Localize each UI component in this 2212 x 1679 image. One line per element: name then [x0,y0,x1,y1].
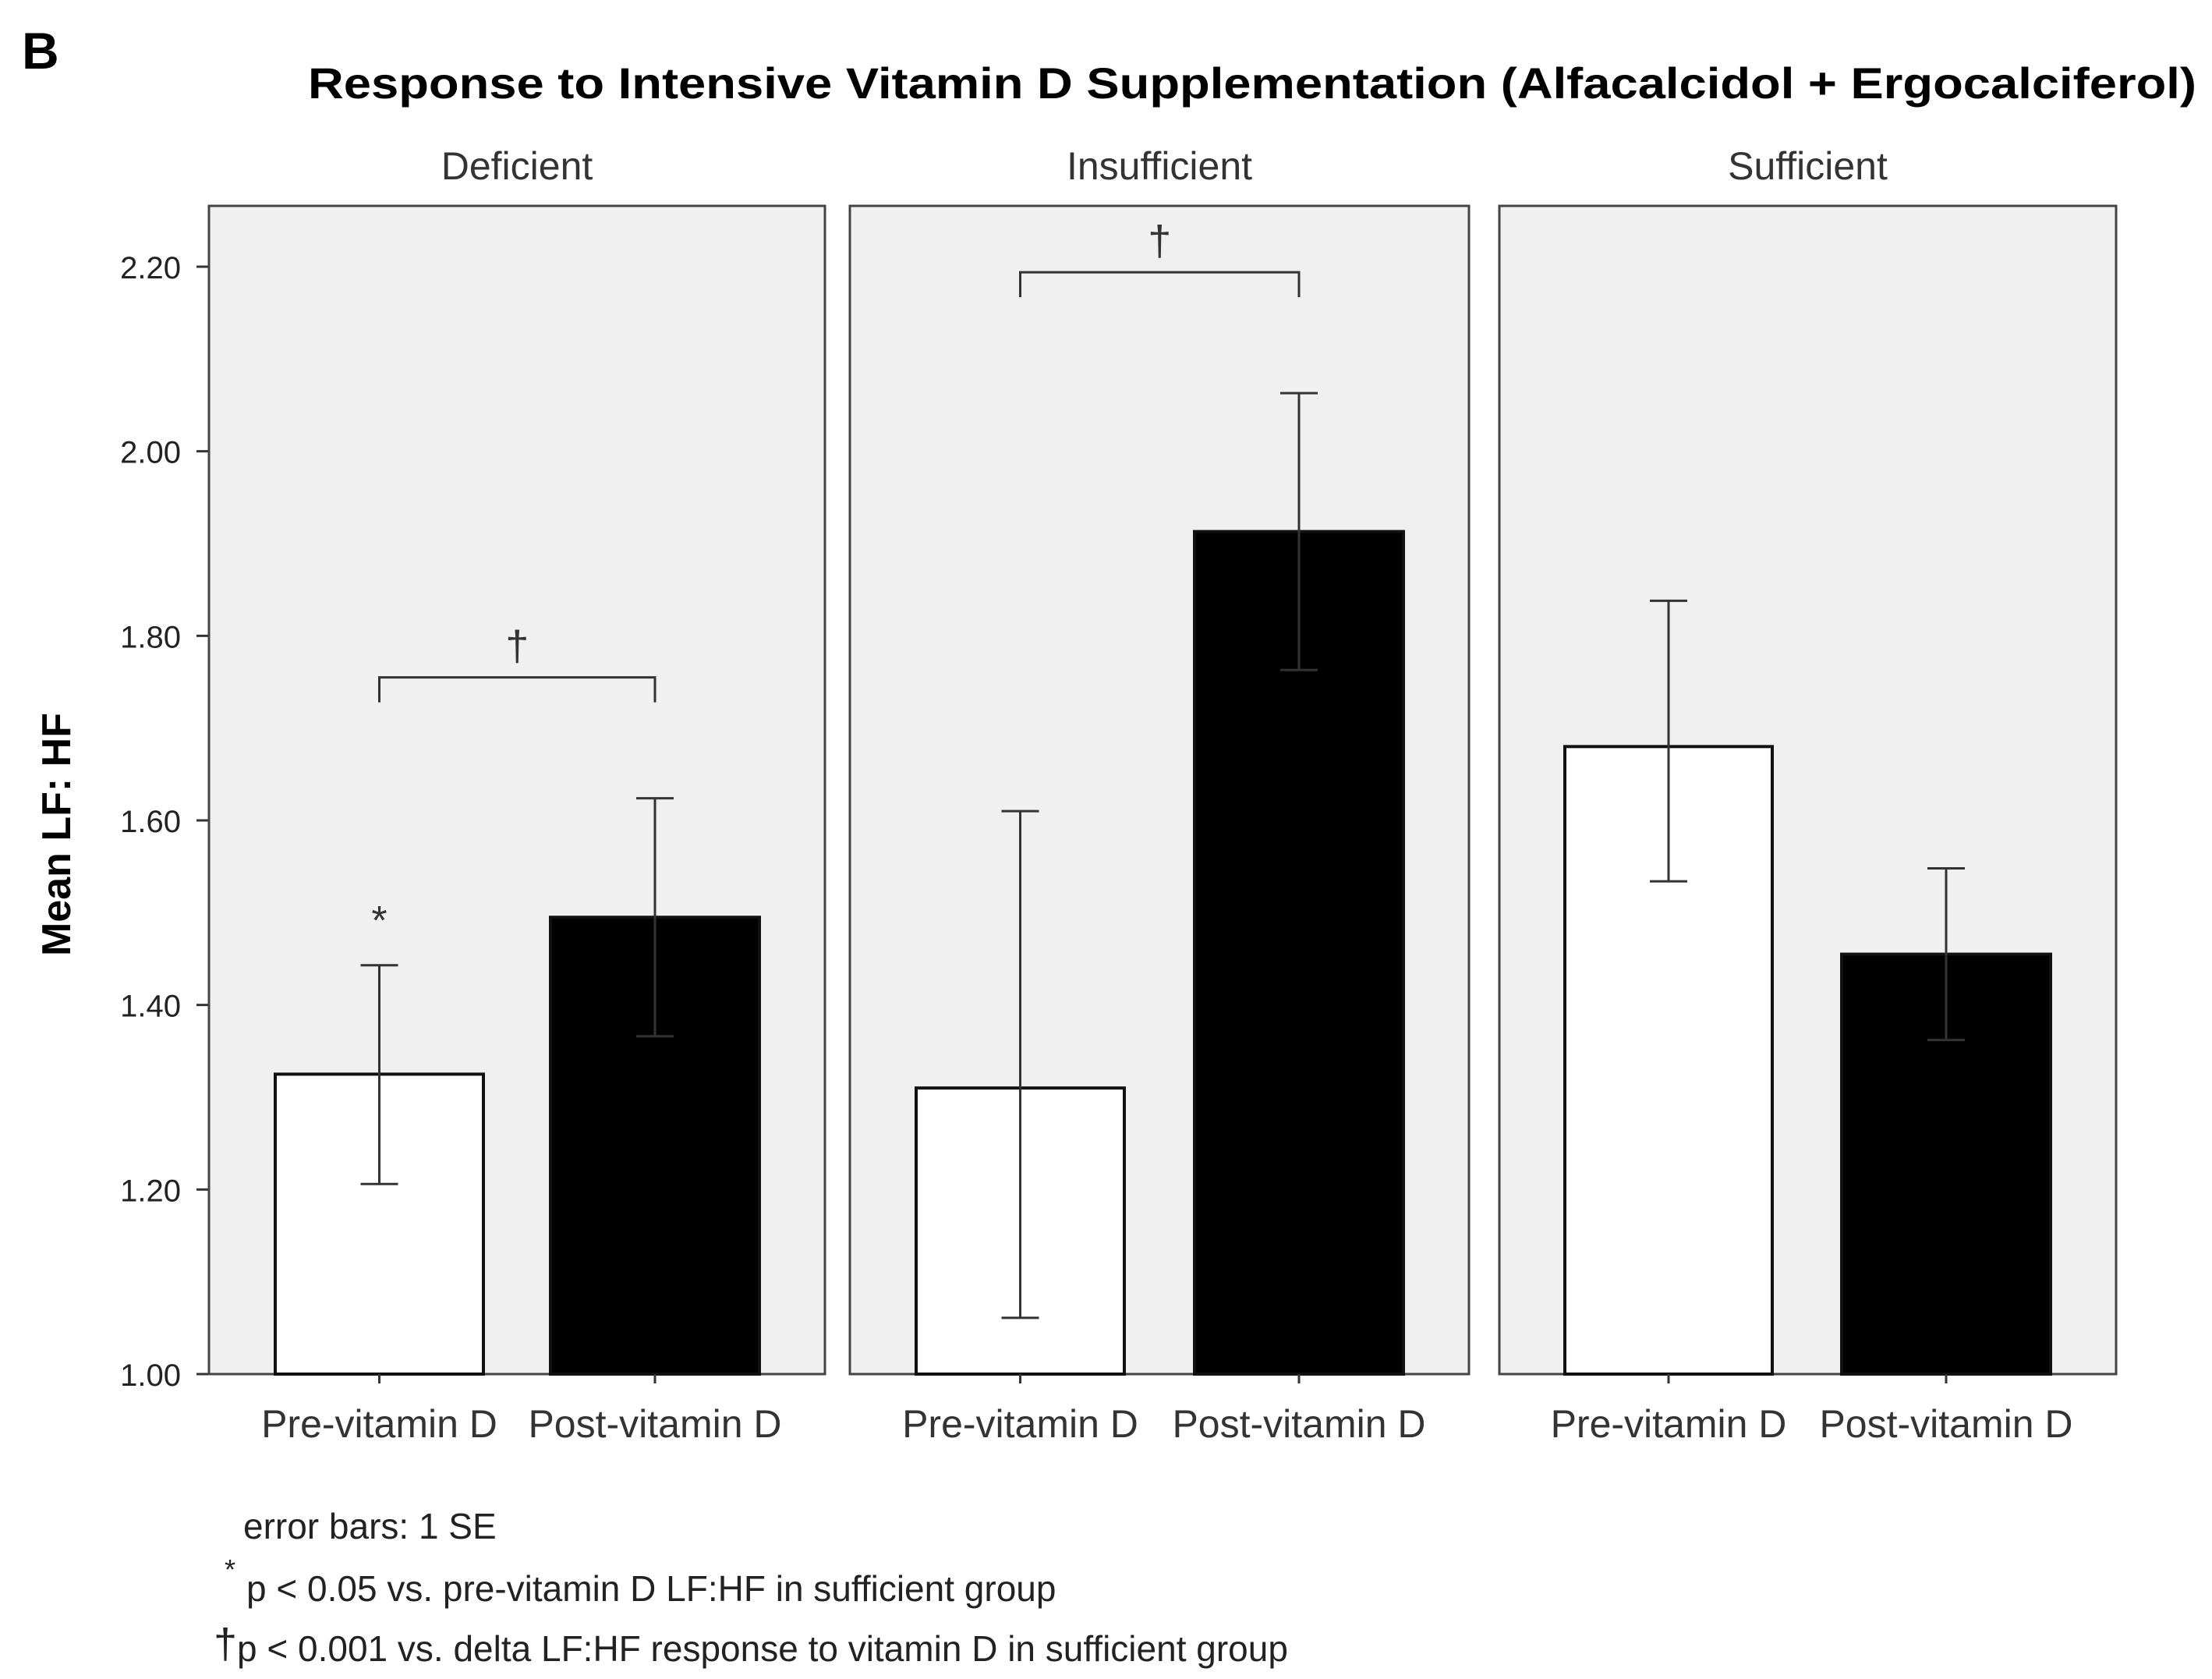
y-tick-label: 1.60 [120,805,181,839]
bracket-significance-mark: † [505,623,529,670]
significance-bracket [1019,271,1301,298]
panel-insufficient: Insufficient Pre-vitamin D Post-vitamin D † [848,144,1471,1446]
x-tick-label: Post-vitamin D [1819,1402,2072,1446]
y-tick-label: 1.40 [120,990,181,1024]
footnotes: error bars: 1 SE * p < 0.05 vs. pre-vita… [214,1506,1288,1669]
panel-label: Sufficient [1728,144,1888,188]
x-tick-label: Post-vitamin D [528,1402,781,1446]
footnote-error-bars: error bars: 1 SE [243,1506,497,1546]
footnote-dagger-text: p < 0.001 vs. delta LF:HF response to vi… [237,1628,1288,1669]
panel-label: Deficient [441,144,593,188]
footnote-star-symbol: * [225,1553,235,1585]
panel-letter: B [22,22,59,80]
bar-significance-mark: * [371,898,387,944]
x-tick-label: Pre-vitamin D [902,1402,1138,1446]
chart-title: Response to Intensive Vitamin D Suppleme… [308,58,2196,108]
x-tick-label: Pre-vitamin D [261,1402,497,1446]
footnote-star-text: p < 0.05 vs. pre-vitamin D LF:HF in suff… [246,1568,1056,1609]
y-tick-label: 1.00 [120,1358,181,1393]
significance-bracket [378,676,657,703]
y-tick-label: 1.20 [120,1174,181,1208]
panel-deficient: Deficient Pre-vitamin D * Post-vitamin D † [207,144,826,1446]
y-tick-label: 2.20 [120,251,181,285]
panel-sufficient: Sufficient Pre-vitamin D Post-vitamin D [1498,144,2118,1446]
y-axis-label: Mean LF: HF [34,713,80,956]
panel-label: Insufficient [1067,144,1252,188]
bracket-significance-mark: † [1148,218,1171,264]
y-tick-label: 1.80 [120,620,181,654]
x-tick-label: Post-vitamin D [1172,1402,1425,1446]
y-tick-label: 2.00 [120,436,181,470]
x-tick-label: Pre-vitamin D [1551,1402,1787,1446]
y-axis: 1.00 1.20 1.40 1.60 1.80 2.00 2.20 [120,206,211,1393]
footnote-dagger-symbol: † [214,1621,237,1667]
